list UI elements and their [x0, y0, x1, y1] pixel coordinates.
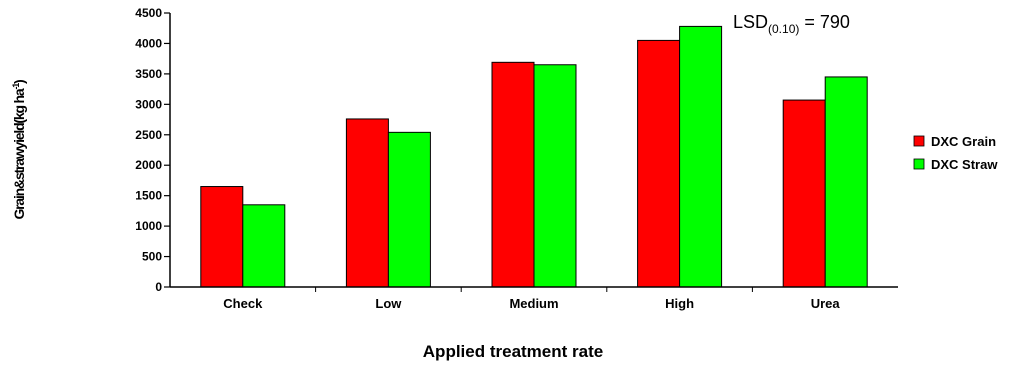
legend-label: DXC Grain	[931, 134, 996, 149]
bar-dxc-grain-check	[200, 186, 244, 288]
bar-dxc-straw-high	[679, 25, 723, 288]
bar-dxc-grain-urea	[782, 99, 826, 288]
x-axis-title: Applied treatment rate	[423, 342, 603, 361]
y-tick-label: 2500	[135, 128, 162, 142]
y-axis-title: Grain&strawyield(kg ha-1)	[11, 80, 27, 220]
x-tick-label: Check	[223, 296, 263, 311]
bar-dxc-grain-medium	[491, 61, 535, 288]
legend-swatch	[913, 158, 925, 170]
y-tick-label: 4500	[135, 6, 162, 20]
lsd-annotation-suffix: = 790	[799, 12, 850, 32]
bar-dxc-straw-urea	[824, 76, 868, 288]
bar-dxc-grain-high	[637, 39, 681, 288]
y-tick-label: 0	[155, 280, 162, 294]
y-axis-ticks: 0 500 1000 1500 2000 2500 3000 3500 4000 4500	[135, 6, 170, 294]
y-axis-title-main: Grain&strawyield(kg ha	[11, 88, 27, 219]
x-tick-label: Medium	[509, 296, 558, 311]
y-axis-title-close: )	[11, 80, 27, 84]
bars-group	[200, 25, 868, 288]
lsd-annotation-sub: (0.10)	[768, 22, 799, 36]
lsd-annotation: LSD(0.10) = 790	[733, 12, 850, 36]
y-tick-label: 1500	[135, 189, 162, 203]
x-tick-label: Low	[375, 296, 402, 311]
y-tick-label: 3500	[135, 67, 162, 81]
bar-dxc-straw-medium	[533, 64, 577, 288]
y-tick-label: 2000	[135, 158, 162, 172]
legend-swatch	[913, 135, 925, 147]
y-tick-label: 1000	[135, 219, 162, 233]
y-tick-label: 500	[142, 250, 162, 264]
y-tick-label: 3000	[135, 97, 162, 111]
legend: DXC Grain DXC Straw	[913, 134, 998, 172]
x-tick-label: High	[665, 296, 694, 311]
bar-dxc-straw-check	[242, 204, 286, 288]
lsd-annotation-prefix: LSD	[733, 12, 768, 32]
bar-dxc-straw-low	[387, 131, 431, 288]
x-tick-label: Urea	[811, 296, 841, 311]
bar-dxc-grain-low	[345, 118, 389, 288]
x-axis-ticks: Check Low Medium High Urea	[223, 287, 840, 311]
y-axis-title-sup: -1	[11, 83, 21, 90]
y-tick-label: 4000	[135, 36, 162, 50]
legend-label: DXC Straw	[931, 157, 998, 172]
